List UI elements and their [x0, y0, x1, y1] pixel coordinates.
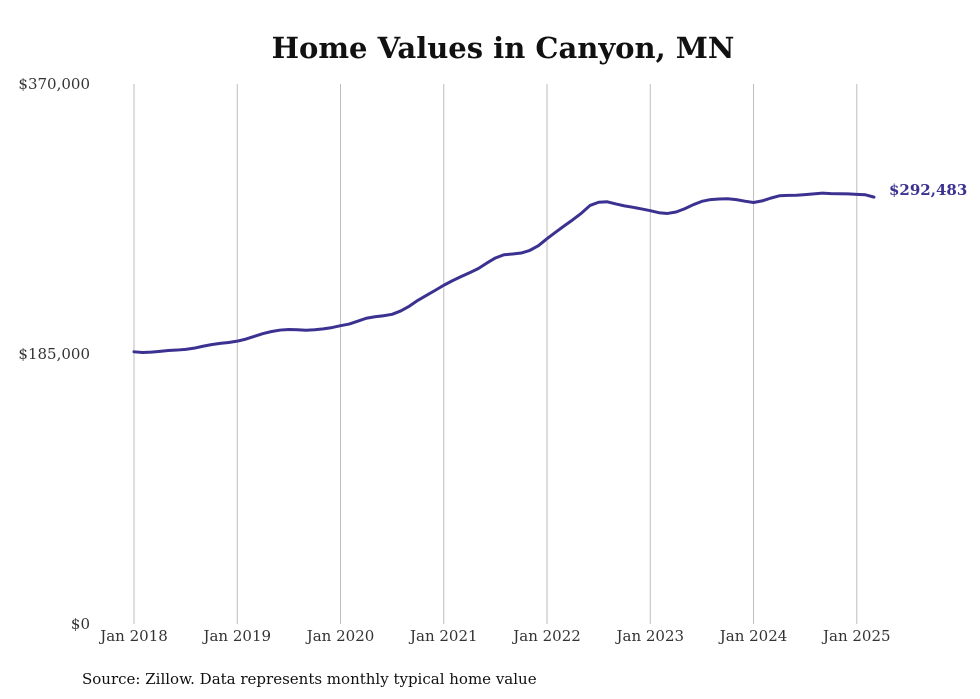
x-tick-label: Jan 2025 — [821, 627, 891, 645]
y-tick-label: $185,000 — [18, 345, 90, 363]
x-tick-label: Jan 2021 — [408, 627, 478, 645]
chart-title: Home Values in Canyon, MN — [272, 31, 735, 65]
x-tick-label: Jan 2024 — [718, 627, 788, 645]
y-tick-label: $0 — [71, 615, 90, 633]
x-tick-label: Jan 2023 — [614, 627, 684, 645]
plot-area: $292,483 — [132, 181, 967, 355]
y-tick-label: $370,000 — [18, 75, 90, 93]
end-value-label: $292,483 — [889, 181, 967, 199]
x-tick-label: Jan 2022 — [511, 627, 581, 645]
y-axis: $0 $185,000 $370,000 — [18, 75, 90, 633]
series-line — [132, 191, 876, 355]
source-note: Source: Zillow. Data represents monthly … — [82, 670, 537, 688]
series-points — [134, 193, 874, 352]
x-tick-label: Jan 2020 — [305, 627, 375, 645]
vertical-gridlines — [133, 84, 858, 624]
x-tick-label: Jan 2018 — [98, 627, 168, 645]
x-tick-label: Jan 2019 — [201, 627, 271, 645]
x-axis: Jan 2018 Jan 2019 Jan 2020 Jan 2021 Jan 2022… — [98, 627, 890, 645]
